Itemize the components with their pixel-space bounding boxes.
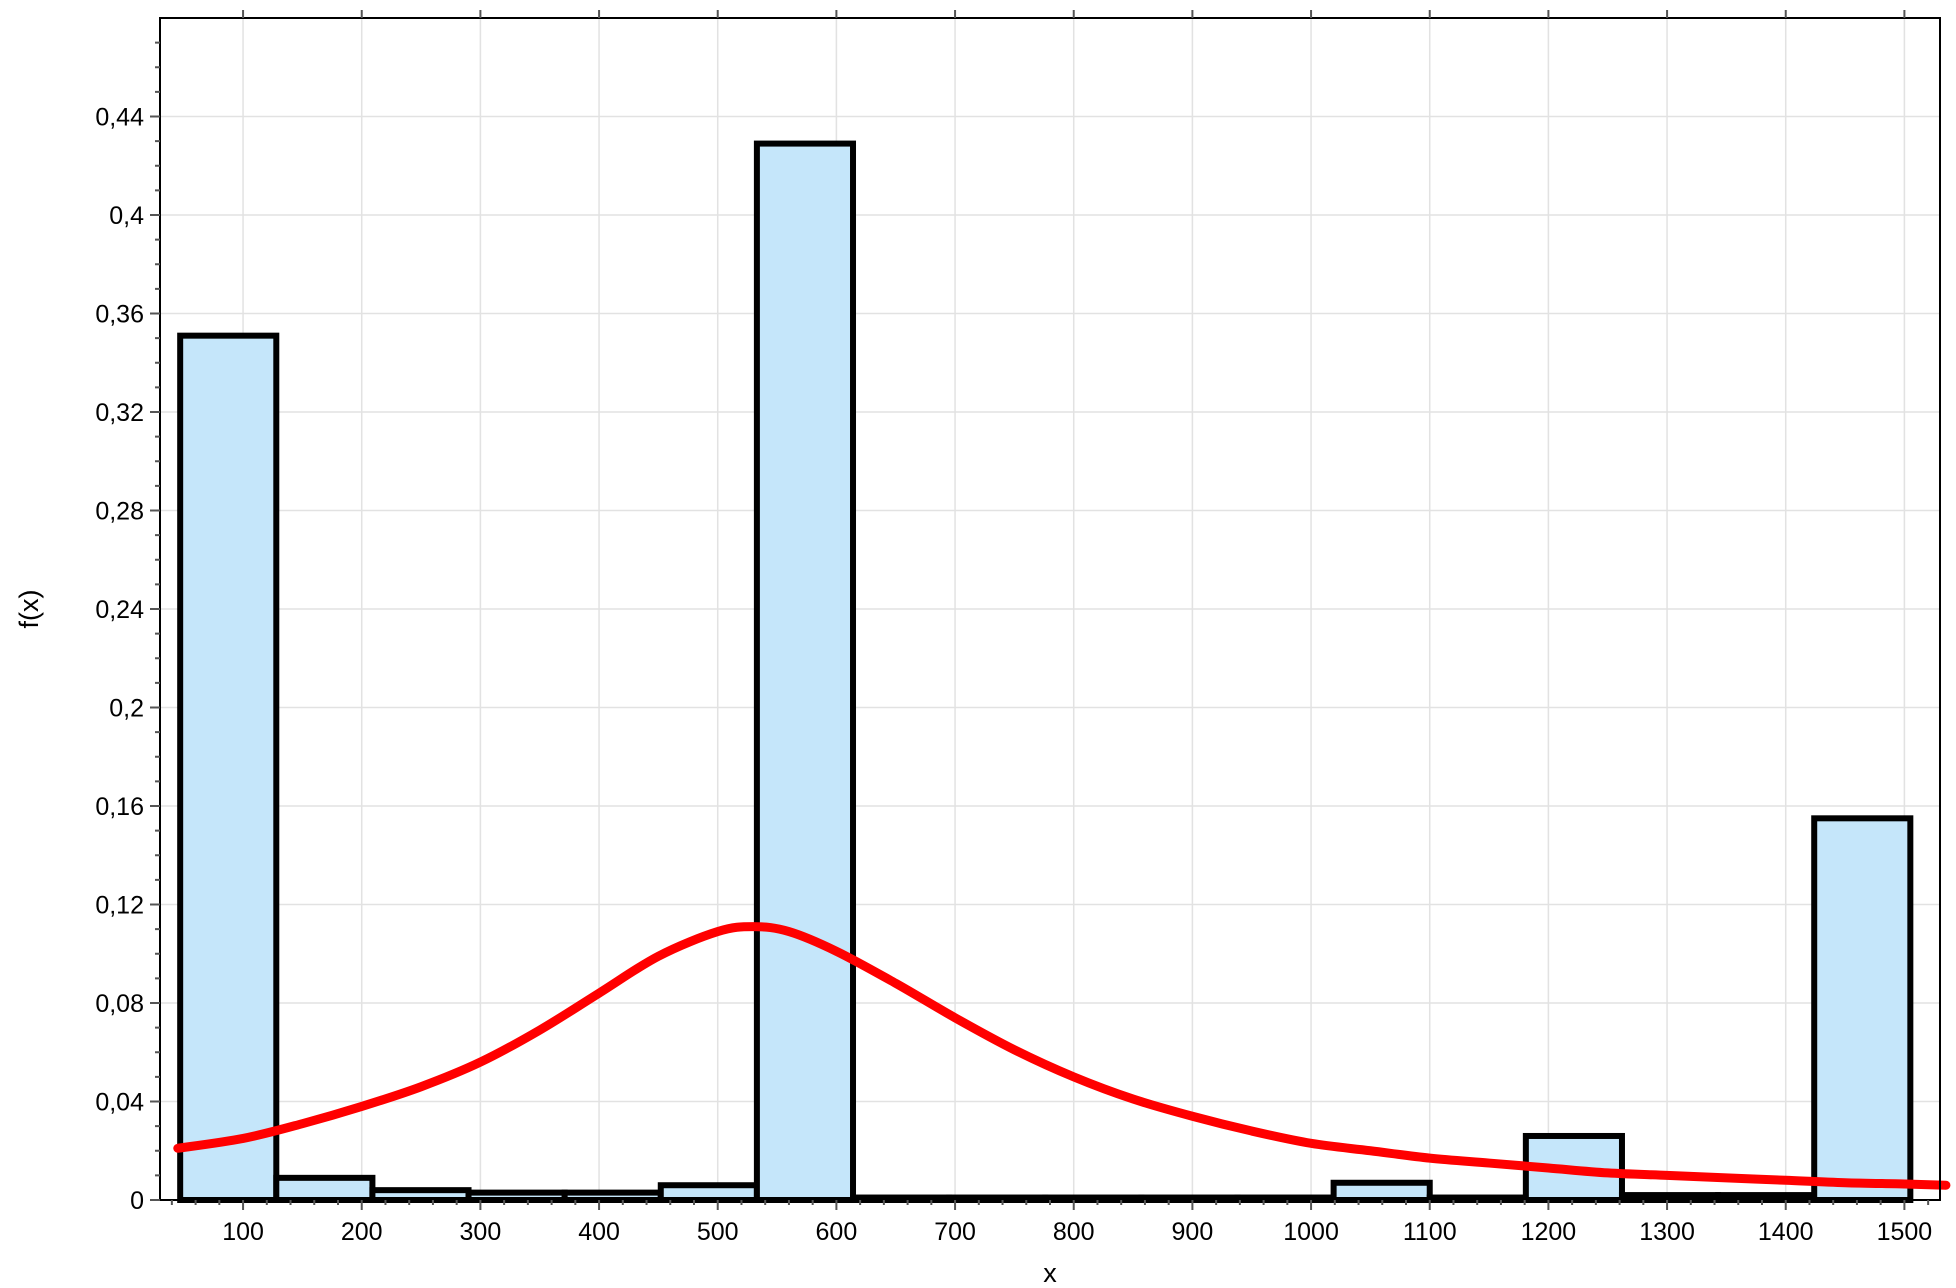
- y-tick-label-8: 0,32: [95, 399, 144, 427]
- x-tick-label-13: 1400: [1758, 1218, 1814, 1246]
- y-tick-label-0: 0: [130, 1187, 144, 1215]
- histogram-bar-17: [1811, 815, 1914, 1203]
- x-tick-label-2: 300: [460, 1218, 502, 1246]
- y-tick-label-1: 0,04: [95, 1089, 144, 1117]
- histogram-bar-3: [465, 1189, 568, 1204]
- x-tick-labels: 100 200 300 400 500 600 700 800 900 1000 1100 1200 1…: [222, 1218, 1932, 1246]
- density-curve: [173, 922, 1951, 1190]
- x-tick-label-3: 400: [578, 1218, 620, 1246]
- x-tick-label-1: 200: [341, 1218, 383, 1246]
- x-tick-label-11: 1200: [1521, 1218, 1577, 1246]
- x-tick-label-14: 1500: [1877, 1218, 1933, 1246]
- x-tick-label-0: 100: [222, 1218, 264, 1246]
- histogram-bar-5: [657, 1182, 760, 1203]
- x-tick-label-6: 700: [934, 1218, 976, 1246]
- x-tick-label-5: 600: [816, 1218, 858, 1246]
- y-tick-label-7: 0,28: [95, 498, 144, 526]
- histogram-bar-12: [1330, 1179, 1433, 1203]
- x-tick-label-12: 1300: [1639, 1218, 1695, 1246]
- y-tick-label-5: 0,2: [109, 695, 144, 723]
- histogram-bar-4: [561, 1189, 664, 1204]
- x-tick-label-7: 800: [1053, 1218, 1095, 1246]
- y-tick-label-3: 0,12: [95, 892, 144, 920]
- y-tick-label-11: 0,44: [95, 104, 144, 132]
- histogram-bar-0: [177, 332, 280, 1204]
- y-axis-label: f(x): [14, 590, 44, 629]
- y-tick-label-9: 0,36: [95, 301, 144, 329]
- y-tick-labels: 0 0,04 0,08 0,12 0,16 0,2 0,24 0,28 0,32 0,36 0,4 0…: [95, 104, 144, 1216]
- histogram-bar-1: [273, 1174, 376, 1204]
- x-tick-label-4: 500: [697, 1218, 739, 1246]
- y-tick-label-4: 0,16: [95, 793, 144, 821]
- x-axis-label: x: [1043, 1258, 1057, 1288]
- x-tick-label-9: 1000: [1283, 1218, 1339, 1246]
- axis-ticks: [150, 10, 1930, 1210]
- y-tick-label-6: 0,24: [95, 596, 144, 624]
- histogram-bar-2: [369, 1187, 472, 1204]
- y-tick-label-2: 0,08: [95, 990, 144, 1018]
- x-tick-label-8: 900: [1172, 1218, 1214, 1246]
- histogram-bar-6: [753, 140, 857, 1203]
- x-tick-label-10: 1100: [1403, 1218, 1457, 1246]
- y-tick-label-10: 0,4: [109, 202, 144, 230]
